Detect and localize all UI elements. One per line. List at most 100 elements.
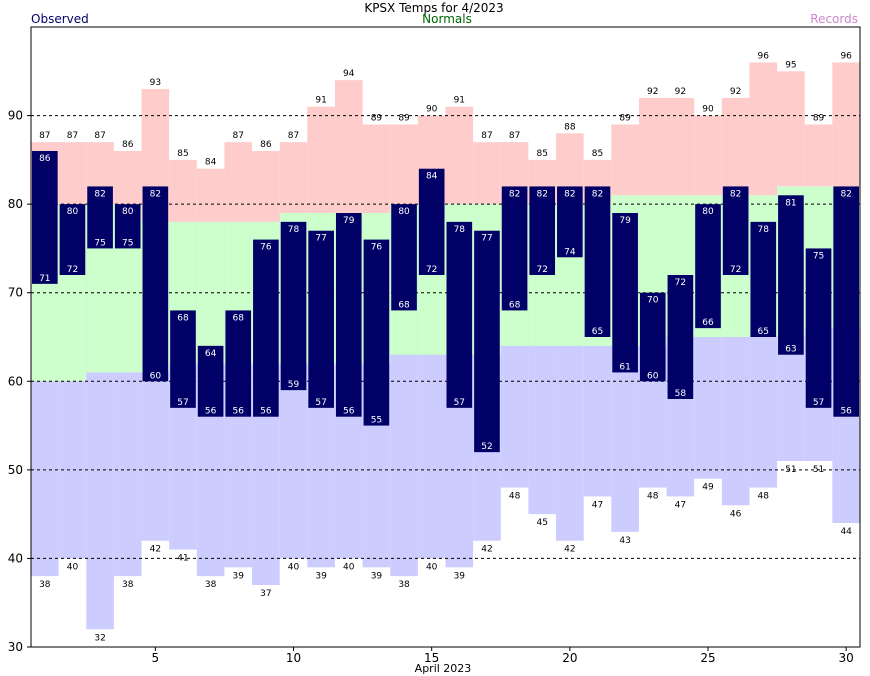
record-high-band-day-28 xyxy=(777,71,805,187)
record-low-label-day-2: 40 xyxy=(67,562,79,572)
observed-bar-layer xyxy=(32,151,859,453)
record-low-label-day-21: 47 xyxy=(592,500,603,510)
record-high-label-day-11: 91 xyxy=(315,96,326,106)
observed-high-label-day-3: 82 xyxy=(94,189,105,199)
record-low-label-day-3: 32 xyxy=(94,633,105,643)
observed-low-label-day-14: 68 xyxy=(398,300,410,310)
observed-low-label-day-30: 56 xyxy=(840,407,852,417)
observed-high-label-day-8: 68 xyxy=(233,313,245,323)
observed-bar-day-5 xyxy=(142,186,169,382)
record-high-band-day-25 xyxy=(694,115,722,196)
record-high-band-day-2 xyxy=(58,142,87,205)
observed-bar-day-4 xyxy=(114,204,141,249)
x-axis-label: April 2023 xyxy=(415,662,472,675)
record-low-label-day-7: 38 xyxy=(205,580,217,590)
record-low-label-day-23: 48 xyxy=(647,492,659,502)
observed-low-label-day-26: 72 xyxy=(730,265,741,275)
record-high-label-day-2: 87 xyxy=(67,131,78,141)
observed-high-label-day-19: 82 xyxy=(536,189,547,199)
observed-low-label-day-7: 56 xyxy=(205,407,217,417)
record-low-label-day-10: 40 xyxy=(288,562,300,572)
x-tick-label-10: 10 xyxy=(286,651,301,665)
observed-high-label-day-25: 80 xyxy=(702,207,714,217)
chart-title: KPSX Temps for 4/2023 xyxy=(364,1,503,15)
observed-low-label-day-12: 56 xyxy=(343,407,355,417)
record-high-band-day-23 xyxy=(638,97,667,196)
record-high-label-day-8: 87 xyxy=(233,131,244,141)
record-high-label-day-23: 92 xyxy=(647,87,658,97)
record-low-label-day-26: 46 xyxy=(730,509,742,519)
observed-high-label-day-4: 80 xyxy=(122,207,134,217)
observed-low-label-day-4: 75 xyxy=(122,238,133,248)
observed-high-label-day-27: 78 xyxy=(758,225,770,235)
observed-bar-day-26 xyxy=(722,186,749,275)
record-high-label-day-28: 95 xyxy=(785,60,796,70)
record-high-band-day-26 xyxy=(721,97,750,196)
observed-low-label-day-23: 60 xyxy=(647,371,659,381)
observed-bar-day-29 xyxy=(805,248,832,408)
x-tick-label-15: 15 xyxy=(424,651,439,665)
observed-bar-day-11 xyxy=(308,230,334,408)
observed-low-label-day-21: 65 xyxy=(592,327,603,337)
record-low-label-day-15: 40 xyxy=(426,562,438,572)
record-high-band-day-22 xyxy=(611,124,639,196)
value-label-layer: 86 71 87 38 80 72 87 40 82 75 87 32 80 75 86 38 82 60 93 42… xyxy=(39,51,852,643)
record-high-label-day-13: 89 xyxy=(371,113,383,123)
record-low-label-day-12: 40 xyxy=(343,562,355,572)
record-high-label-day-17: 87 xyxy=(481,131,492,141)
x-tick-label-25: 25 xyxy=(700,651,715,665)
observed-high-label-day-6: 68 xyxy=(177,313,189,323)
record-low-label-day-24: 47 xyxy=(675,500,686,510)
observed-high-label-day-24: 72 xyxy=(675,278,686,288)
observed-bar-day-8 xyxy=(225,310,252,417)
record-high-band-day-8 xyxy=(224,142,253,222)
observed-low-label-day-3: 75 xyxy=(94,238,105,248)
record-high-label-day-18: 87 xyxy=(509,131,520,141)
record-high-band-day-27 xyxy=(749,62,778,196)
y-tick-label-70: 70 xyxy=(8,286,23,300)
record-low-label-day-11: 39 xyxy=(315,571,327,581)
observed-bar-day-22 xyxy=(612,213,638,373)
record-high-label-day-1: 87 xyxy=(39,131,50,141)
observed-low-label-day-11: 57 xyxy=(315,398,326,408)
observed-high-label-day-7: 64 xyxy=(205,349,217,359)
record-high-label-day-6: 85 xyxy=(177,149,188,159)
observed-low-label-day-24: 58 xyxy=(675,389,687,399)
observed-bar-day-14 xyxy=(391,204,417,311)
observed-low-label-day-10: 59 xyxy=(288,380,300,390)
record-low-label-day-19: 45 xyxy=(536,518,547,528)
observed-high-label-day-20: 82 xyxy=(564,189,575,199)
observed-high-label-day-21: 82 xyxy=(592,189,603,199)
observed-low-label-day-25: 66 xyxy=(702,318,714,328)
observed-low-label-day-22: 61 xyxy=(619,362,630,372)
record-high-label-day-9: 86 xyxy=(260,140,272,150)
observed-bar-day-10 xyxy=(280,221,307,391)
record-high-band-day-7 xyxy=(196,168,225,222)
record-high-label-day-5: 93 xyxy=(150,78,161,88)
record-high-band-day-30 xyxy=(832,62,860,187)
axis-layer: 30 40 50 60 70 80 90 5 10 15 20 25 30 xyxy=(8,109,854,665)
record-low-label-day-5: 42 xyxy=(150,545,161,555)
record-high-band-day-11 xyxy=(307,106,335,213)
record-high-label-day-16: 91 xyxy=(454,96,465,106)
record-low-label-day-1: 38 xyxy=(39,580,51,590)
observed-bar-day-19 xyxy=(529,186,556,275)
record-high-band-day-29 xyxy=(804,124,833,187)
record-low-label-day-28: 51 xyxy=(785,465,796,475)
y-tick-label-50: 50 xyxy=(8,463,23,477)
record-high-label-day-26: 92 xyxy=(730,87,741,97)
observed-bar-day-24 xyxy=(667,275,694,399)
observed-bar-day-7 xyxy=(197,345,224,417)
observed-high-label-day-26: 82 xyxy=(730,189,741,199)
observed-low-label-day-13: 55 xyxy=(371,416,382,426)
record-high-label-day-3: 87 xyxy=(94,131,105,141)
observed-high-label-day-16: 78 xyxy=(454,225,466,235)
x-tick-label-5: 5 xyxy=(152,651,160,665)
record-low-label-day-20: 42 xyxy=(564,545,575,555)
observed-low-label-day-15: 72 xyxy=(426,265,437,275)
record-low-label-day-17: 42 xyxy=(481,545,492,555)
record-high-label-day-21: 85 xyxy=(592,149,603,159)
observed-bar-day-17 xyxy=(474,230,500,453)
y-tick-label-60: 60 xyxy=(8,374,23,388)
